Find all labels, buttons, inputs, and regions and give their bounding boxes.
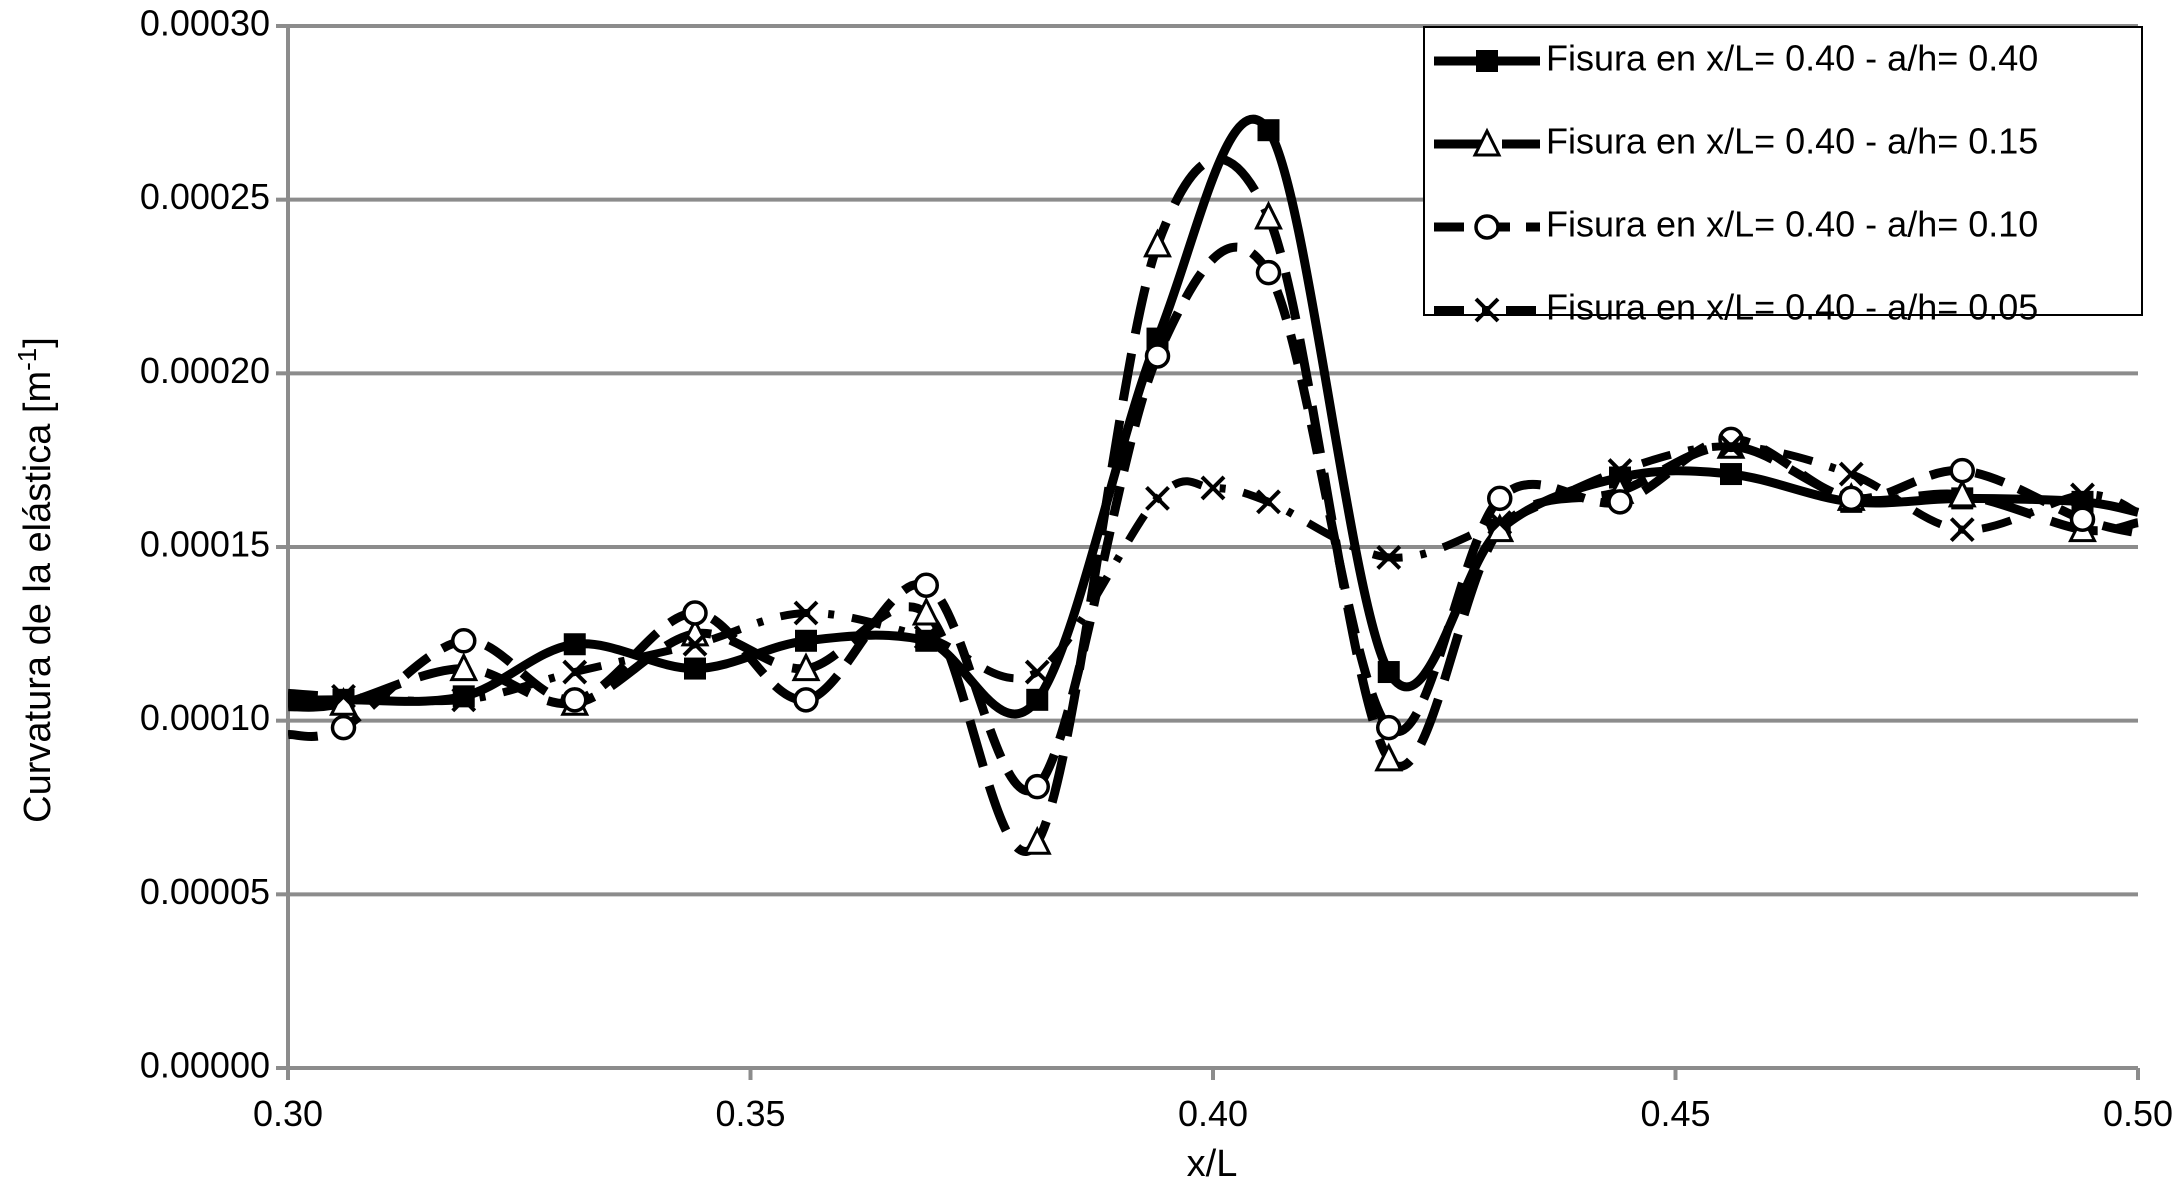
data-point <box>1949 517 1975 543</box>
data-point <box>793 687 819 713</box>
data-point <box>1718 433 1744 459</box>
data-point <box>1376 714 1402 741</box>
x-tick-label: 0.40 <box>1178 1093 1248 1134</box>
x-tick-label: 0.50 <box>2103 1093 2173 1134</box>
series-layer <box>288 114 2140 856</box>
x-tick-label: 0.30 <box>253 1093 323 1134</box>
data-point <box>1376 545 1402 570</box>
data-point <box>795 629 817 652</box>
legend-label: Fisura en x/L= 0.40 - a/h= 0.05 <box>1546 287 2038 328</box>
data-point <box>1607 489 1633 515</box>
data-point <box>1145 485 1170 511</box>
data-point <box>1487 485 1513 512</box>
data-point <box>684 657 706 680</box>
data-point <box>1257 119 1280 142</box>
y-axis-title: Curvatura de la elástica [m-1] <box>12 337 59 823</box>
data-point <box>449 652 479 682</box>
y-tick-labels: 0.00000 0.00005 0.00010 0.00015 0.00020 0.000… <box>140 3 270 1086</box>
x-tick-label: 0.35 <box>715 1093 785 1134</box>
data-point <box>682 631 708 657</box>
data-point <box>1255 259 1282 286</box>
data-point <box>1022 825 1052 855</box>
data-point <box>1374 742 1404 772</box>
y-tick-label: 0.00005 <box>140 871 270 912</box>
data-point <box>1254 200 1283 230</box>
data-point <box>913 624 939 650</box>
data-point <box>1146 327 1169 350</box>
x-axis-title: x/L <box>1187 1143 1238 1185</box>
series-line <box>288 442 2140 706</box>
y-axis-title-superscript: -1 <box>12 348 42 371</box>
series-4 <box>288 433 2140 713</box>
legend-marker <box>1476 50 1498 72</box>
legend-entry: Fisura en x/L= 0.40 - a/h= 0.15 <box>1434 121 2038 162</box>
data-point <box>562 659 588 685</box>
legend-entry: Fisura en x/L= 0.40 - a/h= 0.40 <box>1434 38 2038 79</box>
data-point <box>562 687 588 713</box>
data-point <box>2069 506 2096 532</box>
data-point <box>793 600 819 626</box>
data-point <box>451 687 477 713</box>
y-tick-label: 0.00020 <box>140 350 270 391</box>
legend-marker <box>1474 297 1500 323</box>
data-point <box>330 714 357 741</box>
data-point <box>1949 457 1975 484</box>
gridlines <box>288 24 2138 1070</box>
data-point <box>2070 482 2095 508</box>
series-line <box>288 114 2139 719</box>
x-tick-labels: 0.30 0.35 0.40 0.45 0.50 <box>253 1093 2173 1134</box>
y-tick-label: 0.00025 <box>140 176 270 217</box>
data-point <box>913 572 939 598</box>
data-point <box>331 683 356 709</box>
legend-label: Fisura en x/L= 0.40 - a/h= 0.40 <box>1546 38 2038 79</box>
y-axis-title-main: Curvatura de la elástica [m <box>17 371 59 823</box>
y-tick-label: 0.00015 <box>140 524 270 565</box>
data-point <box>1487 510 1513 536</box>
data-point <box>1024 773 1050 800</box>
x-tick-label: 0.45 <box>1640 1093 1710 1134</box>
legend-label: Fisura en x/L= 0.40 - a/h= 0.15 <box>1546 121 2038 162</box>
legend-label: Fisura en x/L= 0.40 - a/h= 0.10 <box>1546 204 2038 245</box>
data-point <box>1607 458 1633 484</box>
data-point <box>1256 489 1281 515</box>
data-point <box>1143 228 1172 258</box>
y-axis-title-suffix: ] <box>17 337 59 348</box>
data-point <box>451 628 477 654</box>
data-point <box>1838 461 1864 487</box>
data-point <box>1377 661 1400 684</box>
legend-entry: Fisura en x/L= 0.40 - a/h= 0.10 <box>1434 204 2038 245</box>
data-point <box>682 600 708 626</box>
data-point <box>1026 688 1049 711</box>
series-3 <box>288 242 2140 800</box>
data-point <box>563 633 586 656</box>
legend-marker <box>1472 127 1502 157</box>
axes <box>276 24 2140 1080</box>
data-point <box>1024 659 1050 685</box>
legend-marker <box>1474 214 1500 240</box>
data-point <box>1947 478 1977 508</box>
legend-entry: Fisura en x/L= 0.40 - a/h= 0.05 <box>1434 287 2038 328</box>
series-line <box>288 154 2139 856</box>
y-tick-label: 0.00010 <box>140 697 270 738</box>
data-point <box>1720 463 1742 486</box>
data-point <box>791 652 821 682</box>
legend-box <box>1423 26 2143 316</box>
data-point <box>911 596 941 626</box>
data-point <box>1144 343 1171 369</box>
series-line <box>288 242 2140 796</box>
data-point <box>1838 485 1864 512</box>
data-point <box>1200 475 1226 501</box>
y-tick-label: 0.00000 <box>140 1045 270 1086</box>
y-tick-label: 0.00030 <box>140 3 270 44</box>
legend: Fisura en x/L= 0.40 - a/h= 0.40 Fisura en… <box>1423 26 2143 328</box>
